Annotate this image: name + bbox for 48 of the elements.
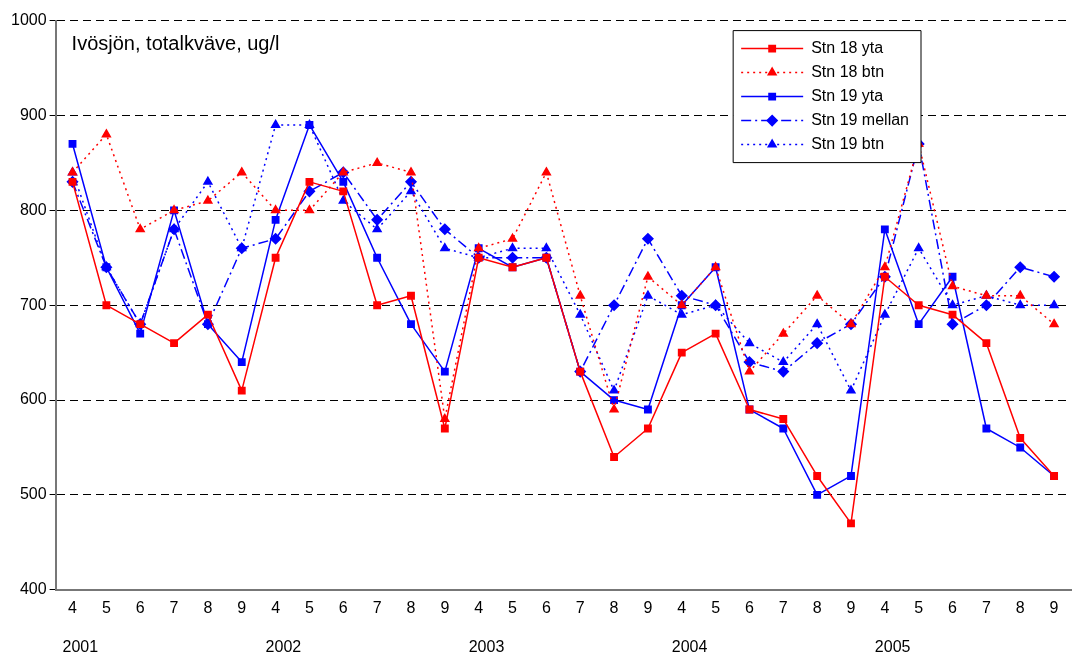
x-tick-label: 6	[745, 598, 754, 616]
x-tick-label: 7	[372, 598, 382, 616]
x-tick-label: 6	[338, 598, 348, 616]
x-tick-label: 9	[643, 598, 653, 616]
x-tick-label: 5	[508, 598, 518, 616]
x-tick-label: 9	[237, 598, 247, 616]
x-tick-label: 9	[1049, 598, 1059, 616]
x-tick-label: 9	[846, 598, 856, 616]
x-tick-label: 4	[474, 598, 484, 616]
y-tick-label: 500	[19, 485, 47, 503]
y-tick-label: 600	[19, 390, 47, 408]
text: Ivösjön, totalkväve, ug/l	[71, 32, 280, 55]
y-tick-label: 800	[19, 200, 47, 218]
y-tick-label: 400	[19, 580, 47, 598]
x-tick-label: 4	[880, 598, 890, 616]
x-tick-label: 8	[609, 598, 619, 616]
y-tick-label: 900	[19, 105, 47, 123]
text: 2004	[671, 637, 708, 655]
x-tick-label: 8	[1015, 598, 1025, 616]
legend-label: Stn 19 yta	[811, 87, 884, 105]
x-tick-label: 5	[914, 598, 924, 616]
text: 2001	[62, 637, 99, 655]
text: 2002	[265, 637, 302, 655]
x-tick-label: 7	[575, 598, 585, 616]
x-tick-label: 7	[981, 598, 991, 616]
x-tick-label: 8	[203, 598, 213, 616]
x-tick-label: 6	[135, 598, 145, 616]
legend-label: Stn 19 btn	[811, 135, 885, 153]
x-tick-label: 8	[406, 598, 416, 616]
x-tick-label: 7	[169, 598, 179, 616]
x-tick-label: 4	[68, 598, 78, 616]
x-tick-label: 6	[541, 598, 551, 616]
y-tick-label: 1000	[11, 11, 47, 29]
text: 2005	[874, 637, 911, 655]
x-tick-label: 5	[101, 598, 111, 616]
legend-label: Stn 18 btn	[811, 63, 885, 81]
x-tick-label: 9	[440, 598, 450, 616]
x-tick-label: 8	[812, 598, 822, 616]
x-tick-label: 5	[304, 598, 314, 616]
x-tick-label: 5	[711, 598, 721, 616]
x-tick-label: 4	[271, 598, 281, 616]
legend-label: Stn 18 yta	[811, 39, 884, 57]
x-tick-label: 4	[677, 598, 687, 616]
legend-label: Stn 19 mellan	[811, 111, 910, 129]
text: 2003	[468, 637, 505, 655]
x-tick-label: 7	[778, 598, 788, 616]
x-tick-label: 6	[948, 598, 958, 616]
y-tick-label: 700	[19, 295, 47, 313]
